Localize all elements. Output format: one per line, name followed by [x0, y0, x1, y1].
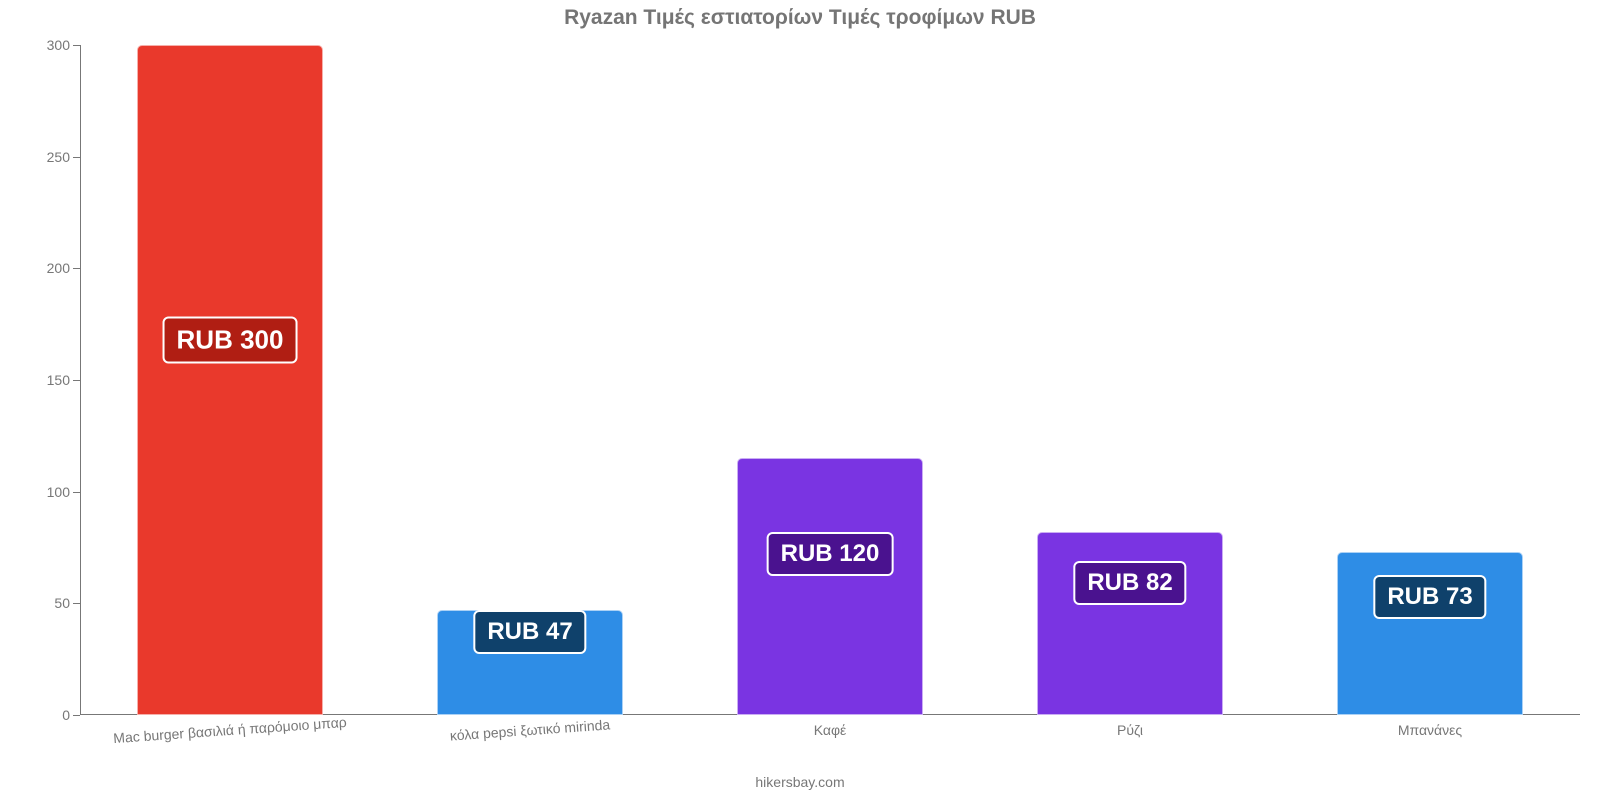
y-tick-label: 100: [10, 484, 70, 500]
plot-area: [80, 45, 1580, 715]
price-bar-chart: Ryazan Τιμές εστιατορίων Τιμές τροφίμων …: [0, 0, 1600, 800]
x-axis-label: Καφέ: [814, 722, 847, 738]
y-tick-mark: [73, 715, 80, 716]
y-tick-mark: [73, 157, 80, 158]
y-tick-label: 0: [10, 707, 70, 723]
y-tick-mark: [73, 380, 80, 381]
chart-title: Ryazan Τιμές εστιατορίων Τιμές τροφίμων …: [0, 6, 1600, 30]
bar: [1037, 532, 1223, 715]
x-axis-label: κόλα pepsi ξωτικό mirinda: [449, 716, 610, 743]
bar: [737, 458, 923, 715]
y-tick-mark: [73, 45, 80, 46]
bar: [137, 45, 323, 715]
y-tick-mark: [73, 268, 80, 269]
bar-value-label: RUB 82: [1073, 561, 1186, 605]
bar-value-label: RUB 47: [473, 610, 586, 654]
attribution-text: hikersbay.com: [0, 774, 1600, 790]
x-axis-label: Ρύζι: [1117, 722, 1143, 738]
bar-value-label: RUB 73: [1373, 575, 1486, 619]
bar-value-label: RUB 120: [767, 532, 894, 576]
bar-value-label: RUB 300: [163, 316, 298, 363]
y-tick-label: 200: [10, 260, 70, 276]
y-tick-label: 150: [10, 372, 70, 388]
y-tick-label: 300: [10, 37, 70, 53]
y-tick-label: 250: [10, 149, 70, 165]
y-tick-label: 50: [10, 595, 70, 611]
x-axis-label: Mac burger βασιλιά ή παρόμοιο μπαρ: [113, 714, 347, 746]
bars-container: [80, 45, 1580, 715]
y-tick-mark: [73, 603, 80, 604]
x-axis-label: Μπανάνες: [1398, 722, 1462, 738]
y-tick-mark: [73, 492, 80, 493]
